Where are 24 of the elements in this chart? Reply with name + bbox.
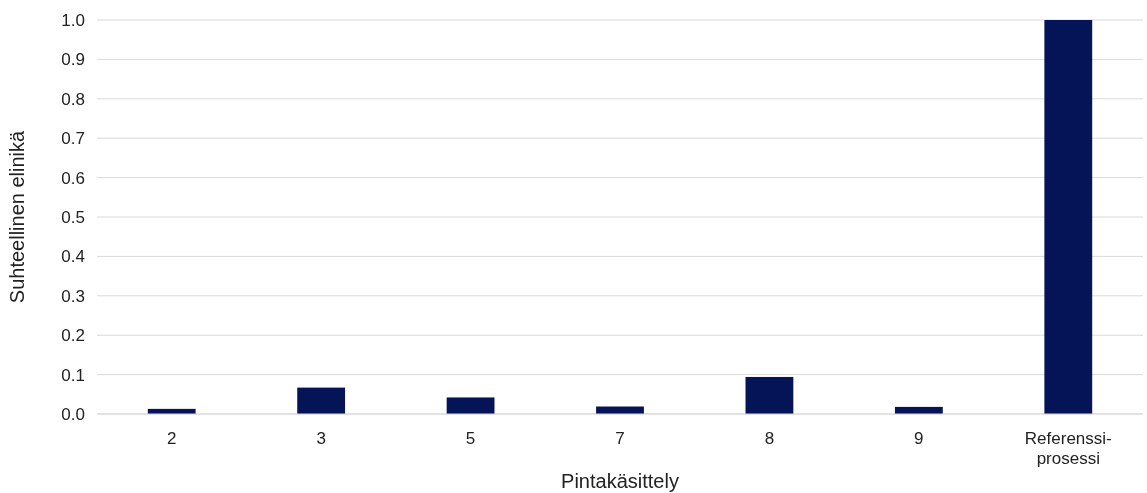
bar: [1044, 20, 1093, 414]
y-tick-label: 0.4: [61, 247, 85, 267]
y-tick-label: 0.1: [61, 365, 85, 385]
y-tick-label: 0.9: [61, 50, 85, 70]
y-tick-label: 0.0: [61, 404, 85, 424]
x-tick-label: 5: [465, 429, 476, 448]
x-tick-label: Referenssi-prosessi: [1024, 429, 1112, 468]
x-tick-label: 8: [764, 429, 775, 448]
x-tick-label: 7: [615, 429, 625, 448]
x-tick-label: 3: [316, 429, 326, 448]
y-tick-label: 0.6: [61, 168, 85, 188]
y-tick-label: 0.2: [61, 326, 85, 346]
bar: [745, 376, 794, 414]
bar: [446, 397, 495, 414]
y-tick-label: 0.3: [61, 286, 85, 306]
bar: [297, 387, 346, 414]
y-axis-title: Suhteellinen elinikä: [6, 129, 28, 304]
x-tick-label: 2: [166, 429, 177, 448]
x-axis-title: Pintakäsittely: [561, 470, 679, 492]
y-tick-label: 0.8: [61, 89, 85, 109]
y-tick-label: 1.0: [61, 10, 85, 30]
y-tick-label: 0.5: [61, 207, 85, 227]
y-tick-label: 0.7: [61, 129, 85, 149]
x-tick-label: 9: [914, 429, 924, 448]
